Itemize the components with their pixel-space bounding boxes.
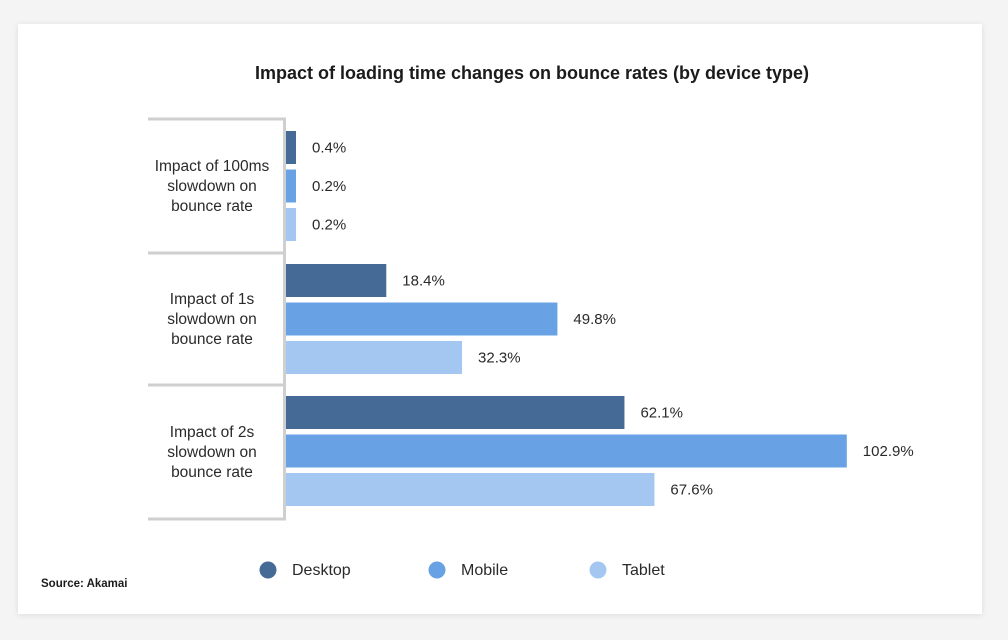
value-label: 67.6% [670,482,713,499]
legend-label-mobile: Mobile [461,562,508,579]
category-label: Impact of 2s slowdown on bounce rate [167,424,257,481]
bar-tablet [286,341,463,374]
source-note: Source: Akamai [41,578,128,590]
value-label: 62.1% [640,405,683,422]
bar-desktop [286,396,625,429]
value-label: 49.8% [573,311,616,328]
value-label: 102.9% [863,443,914,460]
bar-desktop [286,264,387,297]
value-label: 18.4% [402,273,445,290]
category-brackets [148,117,286,521]
value-label: 0.2% [312,217,346,234]
category-label: Impact of 100ms slowdown on bounce rate [155,158,270,215]
chart-title: Impact of loading time changes on bounce… [255,63,809,83]
bar-desktop [286,131,296,164]
bar-mobile [286,434,847,468]
legend-swatch-mobile [428,561,446,579]
legend: Desktop Mobile Tablet [259,561,665,579]
category-labels: Impact of 100ms slowdown on bounce rate Imp… [155,158,270,481]
value-label: 32.3% [478,350,521,367]
value-labels: 0.4% 18.4% 62.1% 0.2% 49.8% 102.9% 0.2% 32.3% 67… [312,140,914,499]
bar-mobile [286,169,296,203]
bar-tablet [286,208,296,241]
legend-swatch-tablet [589,561,607,579]
legend-label-desktop: Desktop [292,562,351,579]
bar-chart: Impact of loading time changes on bounce… [41,63,914,590]
bar-tablet [286,473,655,506]
chart-card: Impact of loading time changes on bounce… [18,24,982,614]
legend-swatch-desktop [259,561,277,579]
value-label: 0.4% [312,140,346,157]
bars [286,131,847,506]
value-label: 0.2% [312,178,346,195]
legend-label-tablet: Tablet [622,562,665,579]
bar-mobile [286,302,558,336]
category-label: Impact of 1s slowdown on bounce rate [167,291,257,348]
